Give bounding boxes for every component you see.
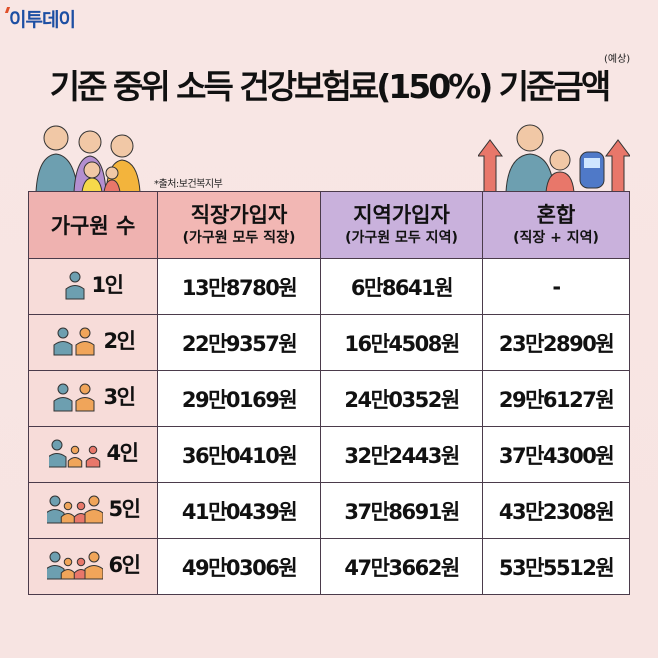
household-size-cell: 5인	[28, 482, 158, 539]
page-title: 기준 중위 소득 건강보험료(150%) 기준금액	[49, 67, 611, 106]
header-sublabel: (직장 + 지역)	[513, 230, 599, 246]
regional-amount: 47만3662원	[320, 538, 483, 595]
mixed-amount: 29만6127원	[482, 370, 630, 427]
household-size-cell: 4인	[28, 426, 158, 483]
household-size: 6인	[108, 553, 141, 577]
header-mixed: 혼합 (직장 + 지역)	[482, 191, 630, 259]
header-employee: 직장가입자 (가구원 모두 직장)	[157, 191, 321, 259]
household-size: 3인	[103, 385, 136, 409]
table-row: 5인 41만0439원 37만8691원 43만2308원	[28, 482, 630, 539]
mixed-amount: 53만5512원	[482, 538, 630, 595]
employee-amount: 13만8780원	[157, 258, 321, 315]
table-row: 3인 29만0169원 24만0352원 29만6127원	[28, 370, 630, 427]
header-label: 지역가입자	[353, 203, 450, 227]
household-size: 2인	[103, 329, 136, 353]
people-icon	[65, 271, 85, 299]
table-row: 6인 49만0306원 47만3662원 53만5512원	[28, 538, 630, 595]
people-icon	[46, 551, 103, 579]
title-note: (예상)	[604, 54, 631, 65]
header-label: 혼합	[536, 203, 576, 227]
mixed-amount: 43만2308원	[482, 482, 630, 539]
header-label: 가구원 수	[50, 214, 136, 238]
header-regional: 지역가입자 (가구원 모두 지역)	[320, 191, 483, 259]
table-row: 2인 22만9357원 16만4508원 23만2890원	[28, 314, 630, 371]
people-icon	[53, 383, 95, 411]
regional-amount: 37만8691원	[320, 482, 483, 539]
people-icon	[53, 327, 95, 355]
mixed-amount: 23만2890원	[482, 314, 630, 371]
household-size-cell: 3인	[28, 370, 158, 427]
household-size: 5인	[108, 497, 141, 521]
household-size: 4인	[106, 441, 139, 465]
header-household-size: 가구원 수	[28, 191, 158, 259]
table-row: 4인 36만0410원 32만2443원 37만4300원	[28, 426, 630, 483]
table-header-row: 가구원 수 직장가입자 (가구원 모두 직장) 지역가입자 (가구원 모두 지역) …	[28, 191, 630, 259]
regional-amount: 24만0352원	[320, 370, 483, 427]
household-size-cell: 1인	[28, 258, 158, 315]
employee-amount: 49만0306원	[157, 538, 321, 595]
employee-amount: 29만0169원	[157, 370, 321, 427]
source-note: *출처:보건복지부	[154, 179, 223, 190]
people-icon	[48, 439, 100, 467]
header-label: 직장가입자	[190, 203, 288, 227]
regional-amount: 6만8641원	[320, 258, 483, 315]
employee-amount: 41만0439원	[157, 482, 321, 539]
employee-amount: 36만0410원	[157, 426, 321, 483]
mixed-amount: 37만4300원	[482, 426, 630, 483]
table-row: 1인 13만8780원 6만8641원 -	[28, 258, 630, 315]
household-size: 1인	[91, 273, 124, 297]
family-illustration	[35, 125, 141, 192]
header-sublabel: (가구원 모두 직장)	[182, 230, 296, 246]
premium-table: 가구원 수 직장가입자 (가구원 모두 직장) 지역가입자 (가구원 모두 지역) …	[28, 191, 630, 595]
logo: 이투데이	[9, 5, 76, 32]
household-size-cell: 2인	[28, 314, 158, 371]
household-size-cell: 6인	[28, 538, 158, 595]
regional-amount: 16만4508원	[320, 314, 483, 371]
mixed-amount: -	[482, 258, 630, 315]
header-sublabel: (가구원 모두 지역)	[345, 230, 458, 246]
people-icon	[46, 495, 103, 523]
regional-amount: 32만2443원	[320, 426, 483, 483]
mother-child-train-illustration	[478, 124, 630, 192]
employee-amount: 22만9357원	[157, 314, 321, 371]
